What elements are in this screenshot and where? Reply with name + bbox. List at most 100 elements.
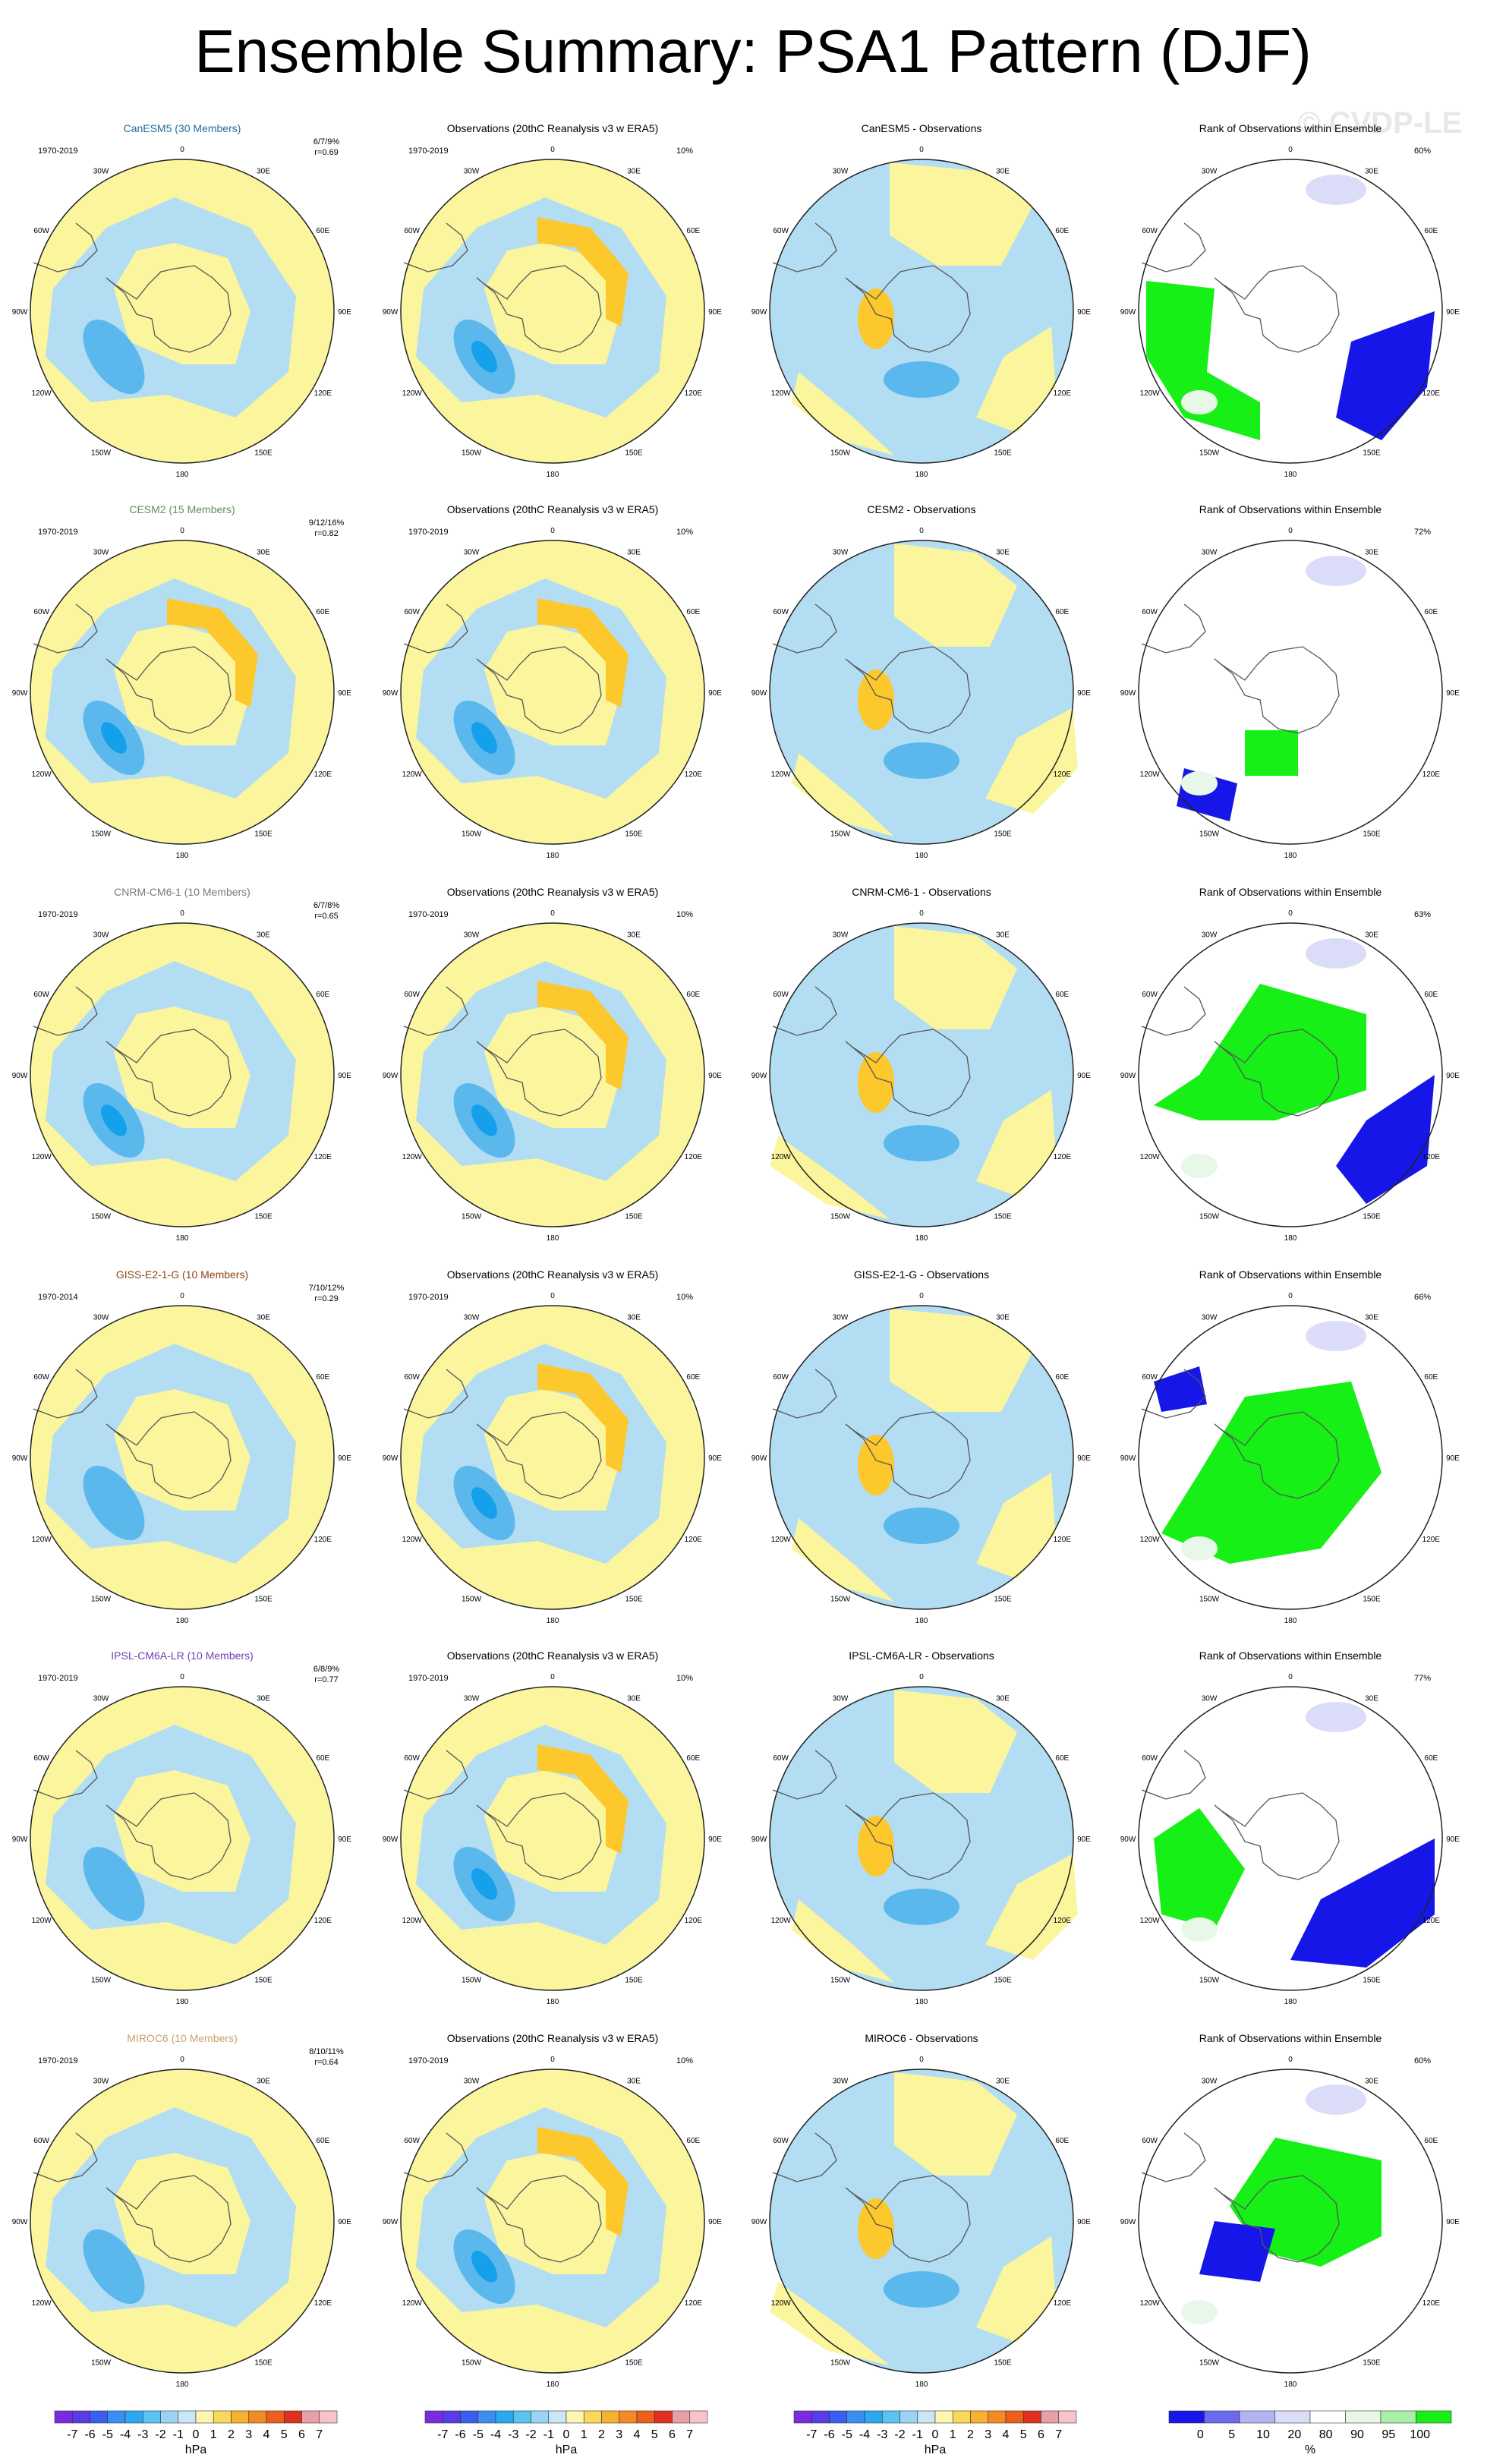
longitude-label: 150E (1363, 1976, 1381, 1984)
positive-region (976, 1473, 1056, 1579)
negative-anomaly (884, 1508, 959, 1544)
longitude-label: 90E (1446, 689, 1460, 698)
longitude-label: 0 (1288, 146, 1293, 154)
south-america-coastline (1141, 222, 1206, 273)
colorbar-tick-label: 2 (228, 2428, 235, 2441)
longitude-label: 0 (180, 1292, 184, 1300)
colorbar-tick-label: 3 (245, 2428, 252, 2441)
longitude-label: 90W (1120, 689, 1136, 698)
longitude-label: 180 (1284, 1617, 1297, 1625)
longitude-label: 90E (1077, 2218, 1091, 2226)
colorbar-tick-label: -7 (67, 2428, 77, 2441)
antarctica-coastline (476, 1792, 602, 1880)
longitude-label: 30E (1365, 549, 1378, 557)
longitude-label: 30W (93, 1314, 109, 1322)
south-america-coastline (403, 603, 468, 654)
colorbar-tick-label: 100 (1410, 2428, 1430, 2441)
colorbar-tick-label: 0 (1197, 2428, 1204, 2441)
rank-high-region (1161, 1382, 1382, 1564)
longitude-label: 120W (771, 1917, 792, 1925)
longitude-label: 180 (1284, 2381, 1297, 2389)
longitude-label: 150E (625, 1976, 643, 1984)
longitude-label: 120W (32, 2299, 52, 2308)
longitude-label: 30W (833, 168, 849, 176)
longitude-label: 0 (550, 146, 555, 154)
longitude-label: 30E (627, 549, 641, 557)
longitude-label: 90E (1446, 1835, 1460, 1844)
colorbar-swatch (460, 2410, 479, 2424)
longitude-label: 90E (708, 689, 722, 698)
map-border (1138, 1686, 1443, 1991)
period-label: 1970-2019 (38, 2056, 78, 2065)
positive-region (894, 544, 1017, 647)
colorbar-tick-label: -1 (912, 2428, 923, 2441)
colorbar-swatch (195, 2410, 214, 2424)
positive-region (114, 624, 250, 745)
diff-title: MIROC6 - Observations (865, 2032, 978, 2044)
longitude-label: 60W (773, 1373, 789, 1382)
longitude-label: 150W (1199, 2358, 1220, 2367)
correlation-label: r=0.82 (314, 529, 339, 538)
colorbar-tick-label: 80 (1319, 2428, 1333, 2441)
correlation-label: r=0.29 (314, 1294, 339, 1303)
longitude-label: 90W (751, 1454, 767, 1463)
longitude-label: 150W (1199, 1212, 1220, 1221)
rank-mid-region (1306, 2084, 1366, 2115)
longitude-label: 120W (1140, 770, 1161, 779)
negative-anomaly (83, 320, 145, 394)
model-title: IPSL-CM6A-LR (10 Members) (111, 1649, 254, 1662)
positive-region (484, 1007, 621, 1128)
colorbar-tick-label: 4 (263, 2428, 270, 2441)
colorbar-tick-label: -3 (877, 2428, 887, 2441)
longitude-label: 120W (402, 1153, 423, 1161)
model-title: MIROC6 (10 Members) (127, 2032, 237, 2044)
colorbar-tick-label: -5 (473, 2428, 484, 2441)
longitude-label: 60W (1142, 2137, 1158, 2145)
period-label: 1970-2019 (408, 1674, 449, 1683)
colorbar-tick-label: -7 (437, 2428, 448, 2441)
negative-anomaly-core (471, 341, 497, 373)
period-label: 1970-2019 (38, 147, 78, 156)
rank-pct-label: 72% (1414, 528, 1431, 537)
rank-mid-region (1306, 1321, 1366, 1351)
longitude-label: 60W (33, 2137, 49, 2145)
colorbar-unit: hPa (185, 2444, 207, 2456)
positive-region (976, 1090, 1056, 1196)
longitude-label: 90E (708, 2218, 722, 2226)
longitude-label: 180 (176, 2381, 189, 2389)
colorbar-tick-label: 1 (210, 2428, 217, 2441)
longitude-label: 150W (91, 449, 112, 457)
negative-anomaly (884, 2271, 959, 2308)
longitude-label: 60E (316, 2137, 329, 2145)
longitude-label: 180 (1284, 1998, 1297, 2006)
longitude-label: 120E (1423, 1536, 1441, 1544)
longitude-label: 150E (994, 1976, 1012, 1984)
longitude-label: 30W (1202, 168, 1218, 176)
longitude-label: 60E (1055, 227, 1069, 235)
longitude-label: 120W (402, 1536, 423, 1544)
obs-title: Observations (20thC Reanalysis v3 w ERA5… (447, 1649, 659, 1662)
longitude-label: 30W (1202, 1695, 1218, 1703)
longitude-label: 120W (1140, 1917, 1161, 1925)
map-border (769, 922, 1074, 1227)
map-border (769, 1686, 1074, 1991)
longitude-label: 60W (404, 1373, 420, 1382)
model-map: 0 30E 60E 90E 120E 150E 180 150W 120W 90W 60W 30W (12, 2056, 352, 2389)
colorbar-swatch (1041, 2410, 1060, 2424)
longitude-label: 60W (773, 991, 789, 999)
longitude-label: 60E (686, 1373, 700, 1382)
colorbar-tick-label: -6 (84, 2428, 95, 2441)
diff-title: GISS-E2-1-G - Observations (854, 1268, 989, 1281)
longitude-label: 150E (254, 830, 273, 838)
colorbar-tick-label: -3 (137, 2428, 148, 2441)
map-border (1138, 922, 1443, 1227)
positive-region (114, 1389, 250, 1511)
longitude-label: 30E (1365, 2078, 1378, 2086)
page-title: Ensemble Summary: PSA1 Pattern (DJF) (194, 17, 1312, 85)
rank-pct-label: 60% (1414, 2056, 1431, 2065)
south-america-coastline (403, 2132, 468, 2182)
obs-map: 0 30E 60E 90E 120E 150E 180 150W 120W 90W 60W 30W (383, 146, 723, 479)
longitude-label: 30E (1365, 168, 1378, 176)
longitude-label: 30W (93, 549, 109, 557)
longitude-label: 60W (773, 2137, 789, 2145)
